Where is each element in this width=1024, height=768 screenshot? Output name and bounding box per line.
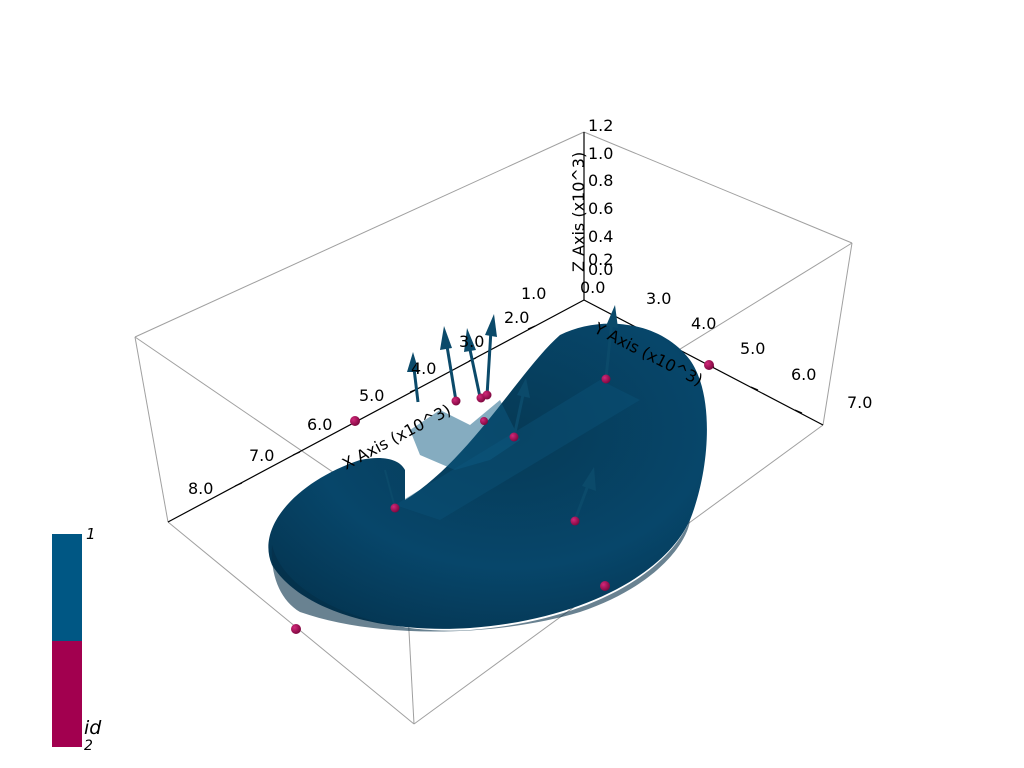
box-edge [134, 131, 585, 338]
x-tick-label: 6.0 [307, 415, 332, 434]
point-marker [451, 396, 461, 406]
surface-mesh [268, 323, 707, 632]
glyph-arrows [384, 305, 618, 521]
y-tick-label: 4.0 [691, 314, 716, 333]
x-tick-label: 3.0 [459, 332, 484, 351]
point-marker [600, 581, 610, 591]
z-tick-label: 1.2 [588, 116, 613, 135]
axis-lines [167, 132, 824, 523]
x-axis-ticks: 1.0 2.0 3.0 4.0 5.0 6.0 7.0 8.0 [188, 284, 546, 498]
x-tick-label: 2.0 [504, 308, 529, 327]
point-marker [291, 624, 301, 634]
arrow-glyph [485, 314, 497, 397]
x-tick-label: 1.0 [521, 284, 546, 303]
scalar-bar-top-label: 1 [86, 525, 96, 543]
point-marker [350, 416, 360, 426]
x-tick-label: 8.0 [188, 479, 213, 498]
box-edge [583, 131, 853, 244]
tick-mark [292, 451, 301, 456]
box-edge [822, 242, 853, 426]
point-markers [291, 360, 714, 634]
arrow-glyph [407, 352, 420, 403]
tick-mark [234, 482, 243, 487]
y-tick-label: 5.0 [740, 339, 765, 358]
tick-mark [794, 409, 803, 414]
point-marker [480, 417, 488, 425]
arrow-glyph [440, 326, 458, 402]
y-tick-label: 7.0 [847, 393, 872, 412]
x-tick-label: 7.0 [249, 446, 274, 465]
z-axis-ticks: 0.0 0.2 0.4 0.6 0.8 1.0 1.2 [588, 116, 613, 279]
tick-mark [527, 325, 536, 330]
arrow-glyph [464, 328, 482, 398]
z-tick-label: 0.0 [588, 260, 613, 279]
surface-body [268, 323, 707, 629]
tick-mark [750, 386, 759, 391]
surface-ridge [395, 380, 640, 520]
scalar-bar: 1 id 2 [52, 525, 102, 754]
z-tick-label: 0.2 [588, 250, 613, 269]
scalar-bar-segment-2 [52, 641, 82, 747]
y-tick-label: 0.0 [580, 278, 605, 297]
x-tick-label: 4.0 [411, 359, 436, 378]
box-edge [167, 521, 415, 725]
z-tick-label: 0.4 [588, 227, 613, 246]
scalar-bar-title: id [84, 717, 102, 739]
point-marker [509, 432, 519, 442]
z-tick-label: 0.6 [588, 199, 613, 218]
arrow-glyph [573, 467, 596, 521]
y-tick-label: 6.0 [791, 365, 816, 384]
box-edge [134, 336, 169, 523]
scalar-bar-bottom-label: 2 [84, 738, 93, 754]
y-axis-ticks: 0.0 3.0 4.0 5.0 6.0 7.0 [580, 278, 872, 412]
y-tick-label: 3.0 [646, 289, 671, 308]
arrow-glyph [384, 469, 396, 509]
z-tick-label: 0.8 [588, 171, 613, 190]
point-marker [570, 516, 580, 526]
surface-bumps [410, 400, 520, 470]
point-marker [390, 503, 400, 513]
arrow-glyph [512, 378, 530, 438]
point-marker [482, 390, 492, 400]
x-tick-label: 5.0 [359, 386, 384, 405]
y-axis-line [583, 299, 824, 426]
z-tick-label: 1.0 [588, 144, 613, 163]
arrow-glyph [604, 305, 618, 379]
z-axis-title: Z Axis (x10^3) [569, 152, 588, 272]
scalar-bar-segment-1 [52, 534, 82, 641]
point-marker [601, 374, 611, 384]
point-marker [704, 360, 714, 370]
